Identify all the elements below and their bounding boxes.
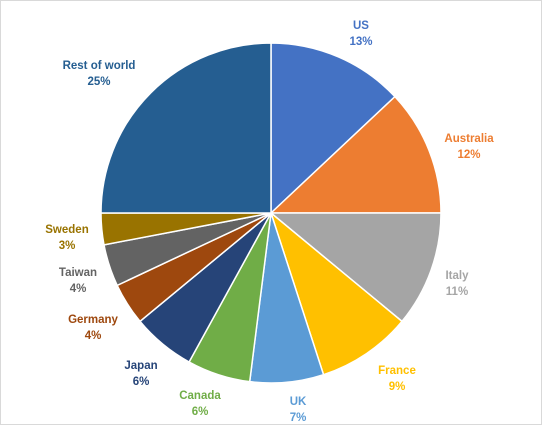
slice-value-sweden: 3% — [59, 240, 76, 252]
data-label-germany: Germany 4% — [68, 314, 118, 342]
slice-label-australia: Australia — [444, 133, 494, 145]
slice-label-taiwan: Taiwan — [59, 267, 97, 279]
data-label-uk: UK 7% — [290, 396, 307, 424]
data-label-canada: Canada 6% — [179, 390, 221, 418]
slice-value-taiwan: 4% — [70, 283, 87, 295]
pie-slice-rest-of-world — [100, 42, 272, 214]
slice-value-uk: 7% — [290, 412, 307, 424]
slice-value-italy: 11% — [446, 286, 468, 298]
slice-label-rest-of-world: Rest of world — [63, 60, 136, 72]
pie-slice-france — [269, 210, 404, 376]
slice-label-italy: Italy — [445, 270, 469, 282]
pie-slice-italy — [268, 212, 442, 323]
data-label-taiwan: Taiwan 4% — [59, 267, 97, 295]
data-label-france: France 9% — [378, 365, 416, 393]
slice-value-germany: 4% — [85, 330, 102, 342]
pie-slice-australia — [269, 95, 442, 214]
slice-value-france: 9% — [389, 381, 406, 393]
slice-label-uk: UK — [290, 396, 307, 408]
slice-value-australia: 12% — [457, 149, 480, 161]
slice-label-canada: Canada — [179, 390, 221, 402]
slice-label-germany: Germany — [68, 314, 118, 326]
slice-label-japan: Japan — [124, 360, 157, 372]
data-label-japan: Japan 6% — [124, 360, 157, 388]
slice-label-france: France — [378, 365, 416, 377]
pie-slice-us — [270, 42, 396, 215]
slice-label-us: US — [353, 20, 369, 32]
slice-value-us: 13% — [349, 36, 372, 48]
data-label-rest-of-world: Rest of world 25% — [63, 60, 136, 88]
slice-value-rest-of-world: 25% — [87, 76, 110, 88]
data-label-australia: Australia 12% — [444, 133, 494, 161]
slice-label-sweden: Sweden — [45, 224, 88, 236]
data-label-italy: Italy 11% — [445, 270, 469, 298]
slice-value-canada: 6% — [192, 406, 209, 418]
data-label-us: US 13% — [349, 20, 372, 48]
data-label-sweden: Sweden 3% — [45, 224, 88, 252]
slice-value-japan: 6% — [133, 376, 150, 388]
